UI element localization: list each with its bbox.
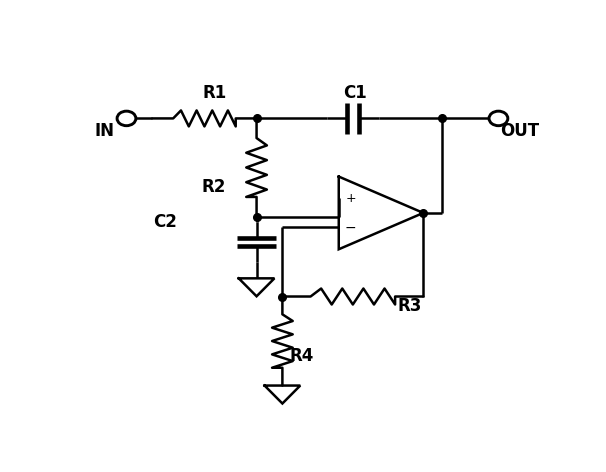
- Text: R3: R3: [397, 296, 421, 315]
- Text: R1: R1: [202, 84, 227, 102]
- Text: R4: R4: [290, 347, 314, 365]
- Text: IN: IN: [95, 122, 115, 140]
- Text: R2: R2: [202, 178, 226, 196]
- Text: OUT: OUT: [500, 122, 539, 140]
- Text: +: +: [345, 192, 356, 205]
- Text: −: −: [345, 220, 356, 235]
- Text: C1: C1: [344, 84, 367, 102]
- Text: C2: C2: [153, 213, 177, 231]
